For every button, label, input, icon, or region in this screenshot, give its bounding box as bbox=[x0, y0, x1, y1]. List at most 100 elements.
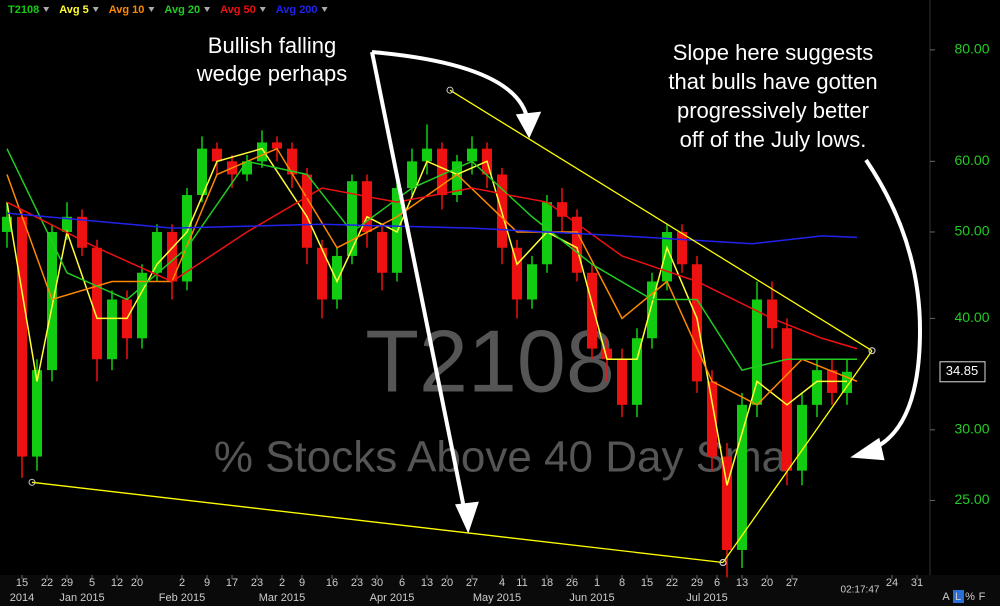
candle-body bbox=[167, 231, 177, 282]
x-tick-label: 30 bbox=[371, 577, 383, 589]
candle-body bbox=[797, 404, 807, 471]
x-tick-label: 11 bbox=[516, 577, 527, 589]
x-tick-label: 9 bbox=[299, 577, 305, 589]
legend-item[interactable]: Avg 200 bbox=[276, 4, 318, 16]
candle-body bbox=[272, 142, 282, 149]
candle-body bbox=[767, 299, 777, 329]
annotation: progressively better bbox=[677, 98, 869, 123]
legend-dropdown[interactable] bbox=[321, 7, 328, 12]
candle-body bbox=[812, 370, 822, 405]
x-tick-label: 15 bbox=[641, 577, 653, 589]
x-tick-label: 18 bbox=[541, 577, 553, 589]
legend-dropdown[interactable] bbox=[148, 7, 155, 12]
candle-body bbox=[662, 231, 672, 282]
candle-body bbox=[197, 148, 207, 196]
candle-body bbox=[62, 216, 72, 232]
x-tick-label: 22 bbox=[41, 577, 53, 589]
x-tick-label: 16 bbox=[326, 577, 338, 589]
trendline-handle bbox=[719, 559, 727, 567]
last-price-box bbox=[939, 361, 986, 383]
candle-body bbox=[782, 328, 792, 471]
x-tick-label: 2 bbox=[279, 577, 285, 589]
y-tick-label: 80.00 bbox=[954, 41, 989, 57]
x-tick-label: 1 bbox=[594, 577, 600, 589]
arrow bbox=[864, 158, 923, 452]
legend-item[interactable]: Avg 5 bbox=[59, 4, 89, 16]
candle-body bbox=[647, 281, 657, 339]
moving-average bbox=[6, 148, 857, 371]
legend-dropdown[interactable] bbox=[204, 7, 211, 12]
x-tick-label: 27 bbox=[466, 577, 478, 589]
arrow bbox=[370, 51, 468, 519]
x-tick-label: 23 bbox=[251, 577, 263, 589]
candle-body bbox=[362, 181, 372, 232]
month-label: 2014 bbox=[10, 592, 34, 604]
plot bbox=[2, 86, 876, 578]
legend-item[interactable]: Avg 20 bbox=[164, 4, 200, 16]
trendline-handle bbox=[868, 347, 876, 355]
buttons: A L% F bbox=[942, 590, 986, 603]
month-label: Jun 2015 bbox=[569, 592, 614, 604]
button[interactable]: F bbox=[979, 591, 986, 603]
candle-body bbox=[512, 247, 522, 300]
moving-average bbox=[6, 147, 858, 406]
legend-dropdown[interactable] bbox=[259, 7, 266, 12]
y-tick-label: 60.00 bbox=[954, 152, 989, 168]
x-tick-label: 20 bbox=[441, 577, 453, 589]
button[interactable]: A bbox=[942, 591, 950, 603]
candle-body bbox=[2, 216, 12, 232]
legend-dropdown[interactable] bbox=[92, 7, 99, 12]
candle-body bbox=[212, 148, 222, 162]
candle-body bbox=[842, 371, 852, 393]
trendline bbox=[31, 481, 724, 564]
candle-body bbox=[572, 216, 582, 273]
x-tick-label: 17 bbox=[226, 577, 238, 589]
x-tick-label: 2 bbox=[179, 577, 185, 589]
candle-body bbox=[377, 231, 387, 273]
candle-body bbox=[92, 247, 102, 360]
x-tick-label: 29 bbox=[691, 577, 703, 589]
candle-body bbox=[752, 299, 762, 405]
annotation: off of the July lows. bbox=[680, 127, 867, 152]
legend-item[interactable]: Avg 50 bbox=[220, 4, 256, 16]
candle-body bbox=[557, 202, 567, 217]
x-tick-label: 9 bbox=[204, 577, 210, 589]
y-tick-label: 50.00 bbox=[954, 223, 989, 239]
candle-body bbox=[587, 272, 597, 349]
candle-body bbox=[422, 148, 432, 162]
time-axis-band bbox=[0, 575, 1000, 606]
candle-body bbox=[347, 181, 357, 256]
x-tick-label: 12 bbox=[111, 577, 123, 589]
y-tick-label: 30.00 bbox=[954, 421, 989, 437]
x-tick-label: 6 bbox=[399, 577, 405, 589]
candle-body bbox=[182, 195, 192, 282]
legend-item[interactable]: T2108 bbox=[8, 4, 39, 16]
button[interactable]: % bbox=[965, 591, 975, 603]
button[interactable]: L bbox=[955, 591, 961, 603]
candle-body bbox=[467, 148, 477, 162]
candle-body bbox=[737, 404, 747, 550]
candle-body bbox=[527, 264, 537, 300]
candle-body bbox=[257, 142, 267, 162]
x-tick-label: 27 bbox=[786, 577, 798, 589]
x-tick-label: 24 bbox=[886, 577, 898, 589]
y-tick-label: 40.00 bbox=[954, 309, 989, 325]
candle-body bbox=[722, 456, 732, 550]
candle-body bbox=[317, 247, 327, 300]
moving-average bbox=[6, 212, 858, 245]
arrowhead bbox=[850, 437, 885, 461]
legend-item[interactable]: Avg 10 bbox=[109, 4, 145, 16]
x-tick-label: 6 bbox=[714, 577, 720, 589]
watermark-title: T2108 bbox=[365, 311, 615, 410]
month-label: Apr 2015 bbox=[370, 592, 415, 604]
legend-dropdown[interactable] bbox=[43, 7, 50, 12]
candle-body bbox=[107, 299, 117, 360]
candle-body bbox=[542, 202, 552, 265]
trendline-handle bbox=[28, 478, 36, 486]
month-label: May 2015 bbox=[473, 592, 521, 604]
candle-body bbox=[332, 255, 342, 300]
y-tick-label: 25.00 bbox=[954, 491, 989, 507]
candle-body bbox=[707, 381, 717, 457]
candle-body bbox=[632, 338, 642, 405]
x-tick-label: 13 bbox=[736, 577, 748, 589]
